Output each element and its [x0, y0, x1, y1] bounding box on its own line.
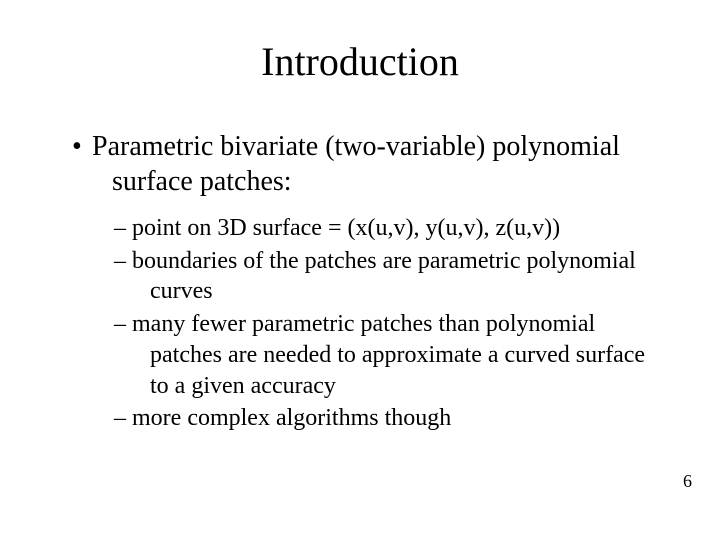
bullet-marker: •	[72, 129, 92, 164]
slide: Introduction •Parametric bivariate (two-…	[0, 0, 720, 540]
subbullet-text: boundaries of the patches are parametric…	[132, 248, 636, 305]
subbullet-text: many fewer parametric patches than polyn…	[132, 311, 645, 398]
dash-marker: –	[114, 403, 132, 434]
bullet-level1: •Parametric bivariate (two-variable) pol…	[92, 129, 660, 199]
slide-title: Introduction	[60, 38, 660, 85]
bullet-level2: –point on 3D surface = (x(u,v), y(u,v), …	[132, 213, 660, 244]
subbullet-text: point on 3D surface = (x(u,v), y(u,v), z…	[132, 215, 560, 241]
bullet-level2: –boundaries of the patches are parametri…	[132, 246, 660, 307]
page-number: 6	[683, 471, 692, 492]
subbullet-text: more complex algorithms though	[132, 405, 451, 431]
dash-marker: –	[114, 213, 132, 244]
sublist: –point on 3D surface = (x(u,v), y(u,v), …	[132, 213, 660, 434]
bullet-level2: –many fewer parametric patches than poly…	[132, 309, 660, 401]
dash-marker: –	[114, 309, 132, 340]
bullet-text: Parametric bivariate (two-variable) poly…	[92, 131, 620, 197]
bullet-level2: –more complex algorithms though	[132, 403, 660, 434]
dash-marker: –	[114, 246, 132, 277]
